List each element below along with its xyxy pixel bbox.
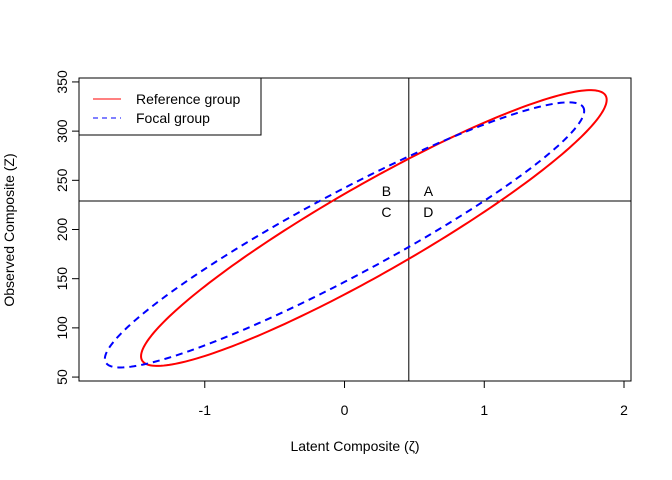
- x-tick-label: -1: [199, 402, 212, 418]
- quadrant-label-b: B: [382, 183, 391, 199]
- y-tick-label: 200: [54, 218, 70, 242]
- legend-box: [78, 77, 262, 136]
- x-tick-label: 1: [480, 402, 488, 418]
- y-tick-label: 300: [54, 119, 70, 143]
- x-tick-label: 2: [620, 402, 628, 418]
- series-layer: [103, 89, 608, 369]
- x-axis: -1 0 1 2: [199, 380, 628, 418]
- x-tick-label: 0: [341, 402, 349, 418]
- legend-label-reference: Reference group: [136, 91, 241, 107]
- y-axis-label: Observed Composite (Z): [1, 153, 17, 306]
- series-ellipse-focal: [103, 101, 586, 369]
- y-tick-label: 100: [54, 316, 70, 340]
- quadrant-labels: B A C D: [381, 183, 433, 220]
- x-axis-label: Latent Composite (ζ): [290, 438, 419, 454]
- quadrant-label-a: A: [424, 183, 434, 199]
- y-tick-label: 250: [54, 168, 70, 192]
- y-axis: 50 100 150 200 250 300 350: [54, 70, 80, 385]
- legend-label-focal: Focal group: [136, 110, 210, 126]
- y-tick-label: 50: [54, 369, 70, 385]
- legend: Reference group Focal group: [78, 77, 262, 136]
- series-ellipse-reference: [140, 89, 608, 367]
- quadrant-label-d: D: [423, 204, 433, 220]
- y-tick-label: 350: [54, 70, 70, 94]
- y-tick-label: 150: [54, 267, 70, 291]
- reference-lines: [79, 78, 631, 381]
- quadrant-label-c: C: [381, 204, 391, 220]
